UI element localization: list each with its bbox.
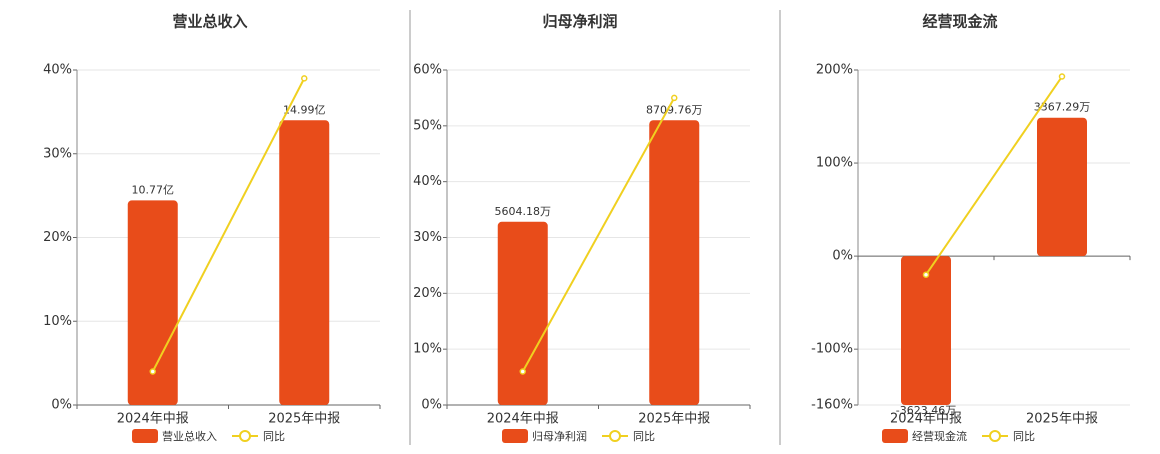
y-tick-label: 60% bbox=[413, 63, 442, 78]
legend-label: 同比 bbox=[263, 430, 285, 443]
bar bbox=[1037, 117, 1087, 257]
legend-label: 同比 bbox=[633, 430, 655, 443]
y-tick-label: 40% bbox=[413, 174, 442, 189]
legend-swatch bbox=[132, 429, 158, 443]
point bbox=[149, 368, 156, 375]
y-tick-label: 40% bbox=[43, 63, 72, 78]
y-tick-label: 20% bbox=[413, 286, 442, 301]
data-label: 3367.29万 bbox=[1034, 101, 1091, 114]
chart-title: 归母净利润 bbox=[542, 13, 617, 31]
legend-label: 同比 bbox=[1013, 430, 1035, 443]
legend-point bbox=[989, 430, 1001, 442]
y-tick-label: 200% bbox=[816, 63, 853, 78]
chart-title: 营业总收入 bbox=[172, 13, 247, 31]
y-tick-label: 0% bbox=[832, 249, 853, 264]
y-tick-label: 0% bbox=[421, 398, 442, 413]
data-label: 10.77亿 bbox=[132, 183, 175, 196]
chart-title: 经营现金流 bbox=[922, 13, 997, 31]
y-tick-label: -160% bbox=[811, 398, 853, 413]
y-tick-label: 10% bbox=[413, 342, 442, 357]
bar bbox=[127, 200, 178, 405]
x-tick-label: 2025年中报 bbox=[1026, 412, 1098, 427]
legend-point bbox=[239, 430, 251, 442]
y-tick-label: 30% bbox=[43, 146, 72, 161]
x-tick-label: 2025年中报 bbox=[638, 412, 710, 427]
legend-label: 归母净利润 bbox=[532, 429, 587, 443]
legend-point bbox=[609, 430, 621, 442]
y-tick-label: 0% bbox=[51, 398, 72, 413]
y-tick-label: 50% bbox=[413, 118, 442, 133]
point bbox=[519, 368, 526, 375]
point bbox=[922, 271, 930, 278]
legend-swatch bbox=[502, 429, 528, 443]
line bbox=[925, 75, 1063, 276]
legend-swatch bbox=[882, 429, 908, 443]
x-tick-label: 2024年中报 bbox=[117, 412, 189, 427]
point bbox=[1058, 73, 1066, 80]
data-label: 8709.76万 bbox=[646, 103, 703, 116]
y-tick-label: 30% bbox=[413, 230, 442, 245]
y-tick-label: -100% bbox=[811, 342, 853, 357]
bar bbox=[497, 221, 548, 405]
data-label: -3623.46万 bbox=[896, 404, 956, 417]
x-tick-label: 2024年中报 bbox=[890, 412, 962, 427]
y-tick-label: 100% bbox=[816, 156, 853, 171]
legend-label: 营业总收入 bbox=[162, 429, 217, 443]
point bbox=[301, 75, 308, 82]
x-tick-label: 2025年中报 bbox=[268, 412, 340, 427]
y-tick-label: 10% bbox=[43, 314, 72, 329]
bar bbox=[649, 120, 700, 405]
line bbox=[521, 97, 676, 372]
bar bbox=[901, 256, 951, 405]
line bbox=[151, 77, 306, 372]
data-label: 5604.18万 bbox=[495, 205, 552, 218]
legend-label: 经营现金流 bbox=[912, 429, 967, 443]
x-tick-label: 2024年中报 bbox=[487, 412, 559, 427]
bar bbox=[279, 120, 330, 405]
y-tick-label: 20% bbox=[43, 230, 72, 245]
data-label: 14.99亿 bbox=[283, 103, 326, 116]
point bbox=[671, 94, 678, 102]
